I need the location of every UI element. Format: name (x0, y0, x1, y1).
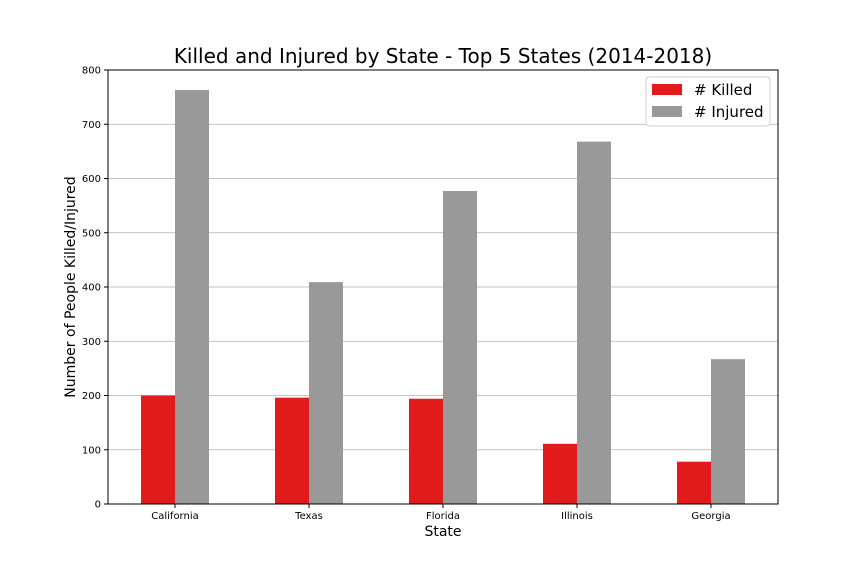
bar (677, 461, 711, 504)
y-tick-label: 300 (82, 337, 101, 348)
chart-title: Killed and Injured by State - Top 5 Stat… (174, 44, 712, 68)
bar (309, 282, 343, 504)
y-tick-label: 700 (82, 120, 101, 131)
y-tick-label: 200 (82, 391, 101, 402)
bar (577, 141, 611, 505)
y-tick-label: 100 (82, 445, 101, 456)
y-axis: 0 100 200 300 400 500 600 700 800 (82, 66, 108, 511)
bar (409, 398, 443, 504)
y-tick-label: 0 (95, 500, 101, 511)
bar (711, 359, 745, 504)
bar (543, 443, 577, 504)
bars (141, 90, 745, 505)
x-axis-label: State (424, 524, 461, 540)
legend: # Killed # Injured (645, 76, 771, 127)
bar (175, 90, 209, 504)
y-tick-label: 600 (82, 174, 101, 185)
bar (275, 397, 309, 504)
x-tick-label: Florida (426, 511, 460, 522)
x-tick-label: Georgia (691, 511, 730, 522)
y-tick-label: 800 (82, 66, 101, 77)
y-tick-label: 400 (82, 283, 101, 294)
y-axis-label: Number of People Killed/Injured (63, 176, 79, 397)
x-tick-label: Illinois (561, 511, 593, 522)
bar (443, 190, 477, 505)
x-axis: California Texas Florida Illinois Georgia (151, 504, 731, 522)
legend-label: # Injured (694, 103, 764, 121)
y-tick-label: 500 (82, 228, 101, 239)
bar (141, 395, 175, 504)
legend-label: # Killed (694, 81, 752, 99)
legend-swatch (652, 84, 682, 95)
legend-swatch (652, 106, 682, 117)
x-tick-label: California (151, 511, 199, 522)
x-tick-label: Texas (294, 511, 323, 522)
